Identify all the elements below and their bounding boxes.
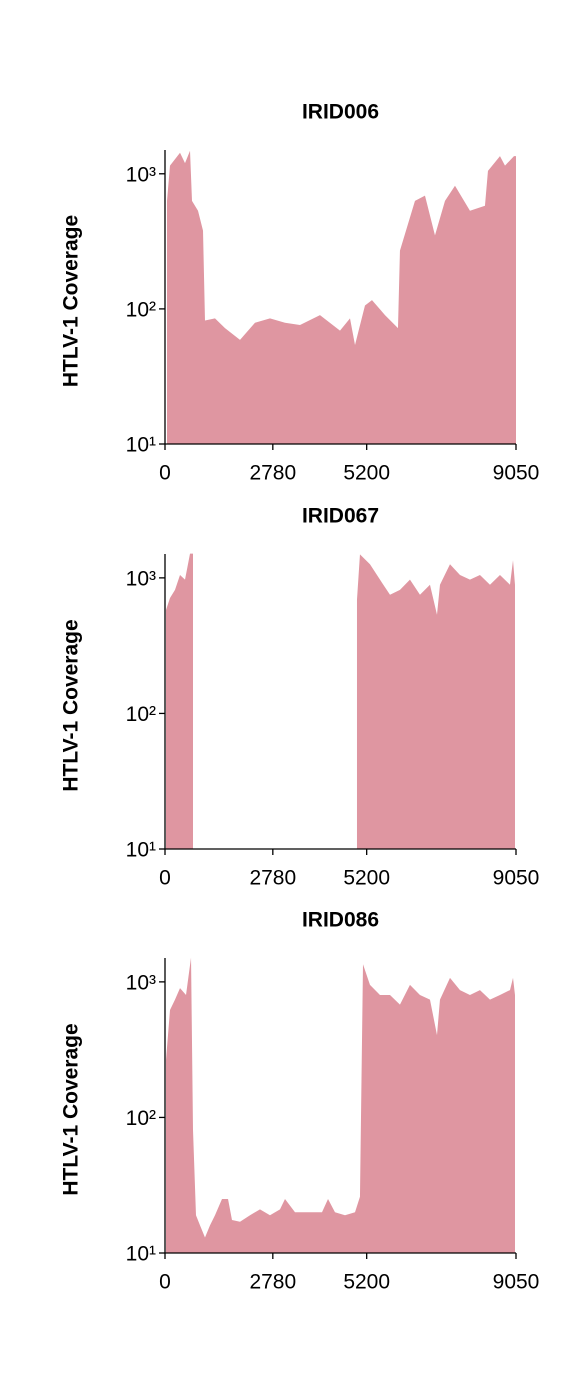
coverage-area — [166, 553, 515, 849]
y-tick-label: 10² — [126, 298, 156, 321]
y-tick-label: 10³ — [126, 971, 156, 994]
y-tick-label: 10¹ — [126, 434, 156, 457]
panel-title: IRID067 — [302, 505, 379, 528]
x-tick-label: 5200 — [343, 1271, 390, 1294]
y-axis-label: HTLV-1 Coverage — [60, 619, 83, 791]
y-tick-label: 10¹ — [126, 839, 156, 862]
x-tick-label: 9050 — [493, 462, 540, 485]
coverage-area — [167, 150, 517, 444]
x-tick-label: 5200 — [343, 462, 390, 485]
y-tick-label: 10² — [126, 1107, 156, 1130]
panel-title: IRID086 — [302, 909, 379, 932]
x-tick-label: 2780 — [249, 867, 296, 890]
y-tick-label: 10³ — [126, 163, 156, 186]
panel-title: IRID006 — [302, 101, 379, 124]
x-tick-label: 0 — [159, 867, 171, 890]
x-tick-label: 9050 — [493, 1271, 540, 1294]
y-tick-label: 10² — [126, 703, 156, 726]
y-tick-label: 10³ — [126, 567, 156, 590]
coverage-area — [166, 957, 515, 1253]
y-axis-label: HTLV-1 Coverage — [60, 1023, 83, 1195]
y-axis-label: HTLV-1 Coverage — [60, 215, 83, 387]
x-tick-label: 5200 — [343, 867, 390, 890]
x-tick-label: 0 — [159, 1271, 171, 1294]
y-tick-label: 10¹ — [126, 1243, 156, 1266]
x-tick-label: 0 — [159, 462, 171, 485]
x-tick-label: 2780 — [249, 462, 296, 485]
x-tick-label: 9050 — [493, 867, 540, 890]
x-tick-label: 2780 — [249, 1271, 296, 1294]
